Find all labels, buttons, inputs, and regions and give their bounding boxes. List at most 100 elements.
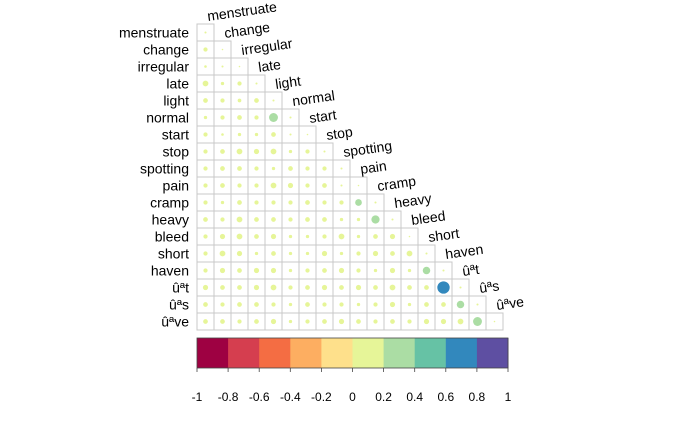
correlation-circle (238, 65, 241, 68)
correlation-circle (407, 268, 412, 273)
correlation-circle (305, 302, 310, 307)
row-label: menstruate (119, 25, 189, 41)
diagonal-label: normal (291, 87, 336, 109)
correlation-circle (339, 285, 344, 290)
colorbar-tick-label: -0.8 (218, 390, 239, 404)
diagonal-label: ûªt (461, 261, 480, 279)
correlation-circle (237, 183, 242, 188)
correlation-circle (237, 166, 242, 171)
correlation-circle (237, 132, 242, 137)
diagonal-label: cramp (376, 173, 417, 194)
correlation-circle (254, 234, 259, 239)
correlation-circle (322, 302, 327, 307)
correlation-circle (305, 149, 310, 154)
correlation-circle (237, 115, 242, 120)
diagonal-label: pain (359, 157, 387, 177)
correlation-circle (254, 183, 259, 188)
correlation-circle (437, 281, 450, 294)
correlation-circle (322, 268, 327, 273)
correlation-circle (305, 234, 310, 239)
correlation-circle (493, 320, 496, 323)
correlation-circle (339, 251, 344, 256)
correlation-circle (339, 217, 344, 222)
colorbar-segment (476, 338, 509, 368)
colorbar-tick-label: -0.6 (249, 390, 270, 404)
colorbar-tick-label: 1 (505, 390, 512, 404)
row-label: spotting (140, 161, 189, 177)
correlation-circle (253, 267, 260, 274)
colorbar-segment (383, 338, 416, 368)
correlation-circle (221, 65, 224, 68)
correlation-circle (255, 82, 258, 85)
correlation-circle (220, 98, 225, 103)
colorbar-tick-label: -1 (192, 390, 203, 404)
correlation-circles (202, 31, 496, 326)
colorbar-segment (228, 338, 260, 368)
correlation-circle (373, 234, 378, 239)
matrix-cells (196, 23, 504, 331)
correlation-circle (322, 217, 327, 222)
row-label: late (166, 76, 189, 92)
correlation-circle (203, 319, 208, 324)
correlation-circle (288, 200, 293, 205)
correlation-circle (220, 319, 225, 324)
correlation-circle (237, 268, 242, 273)
correlation-circle (270, 233, 277, 240)
row-label: ûªs (169, 297, 189, 313)
correlation-circle (440, 318, 447, 325)
diagonal-label: stop (325, 123, 354, 143)
correlation-circle (371, 215, 380, 224)
correlation-circle (442, 269, 445, 272)
correlation-circle (356, 319, 361, 324)
correlation-circle (271, 200, 276, 205)
correlation-circle (305, 217, 310, 222)
colorbar-tick-label: 0.2 (375, 390, 392, 404)
correlation-circle (338, 267, 345, 274)
correlation-circle (254, 302, 259, 307)
correlation-circle (269, 113, 278, 122)
correlation-circle (476, 303, 479, 306)
correlation-circle (339, 302, 344, 307)
colorbar-segment (259, 338, 291, 368)
correlation-circle (203, 98, 208, 103)
correlation-circle (220, 200, 225, 205)
correlation-circle (204, 65, 207, 68)
correlation-circle (340, 184, 343, 187)
correlation-circle (271, 132, 276, 137)
diagonal-label: heavy (393, 190, 432, 211)
correlation-circle (389, 284, 396, 291)
correlation-circle (288, 166, 293, 171)
correlation-circle (391, 218, 394, 221)
correlation-circle (220, 285, 225, 290)
colorbar-segment (197, 338, 229, 368)
correlation-circle (422, 266, 431, 275)
row-label: ûªve (161, 314, 189, 330)
diagonal-labels: menstruatechangeirregularlatelightnormal… (206, 0, 525, 313)
correlation-circle (373, 285, 378, 290)
correlation-circle (203, 132, 208, 137)
row-label: stop (163, 144, 190, 160)
colorbar-segment (414, 338, 447, 368)
correlation-circle (374, 201, 377, 204)
correlation-circle (203, 234, 208, 239)
correlation-circle (288, 234, 293, 239)
correlation-circle (408, 235, 411, 238)
correlation-circle (219, 250, 226, 257)
correlation-circle (305, 268, 310, 273)
correlation-circle (355, 199, 362, 206)
diagonal-label: ûªve (495, 293, 525, 313)
row-label: pain (163, 178, 189, 194)
diagonal-label: haven (444, 241, 484, 262)
correlation-circle (456, 300, 465, 309)
correlation-circle (372, 250, 379, 257)
correlation-circle (356, 302, 361, 307)
colorbar-segment (290, 338, 322, 368)
row-label: light (163, 93, 189, 109)
diagonal-label: change (223, 19, 271, 41)
correlation-circle (288, 149, 293, 154)
correlation-circle (305, 251, 310, 256)
correlation-circle (203, 302, 208, 307)
colorbar-tick-label: 0.8 (469, 390, 486, 404)
correlation-circle (220, 302, 225, 307)
correlation-circle (373, 302, 378, 307)
